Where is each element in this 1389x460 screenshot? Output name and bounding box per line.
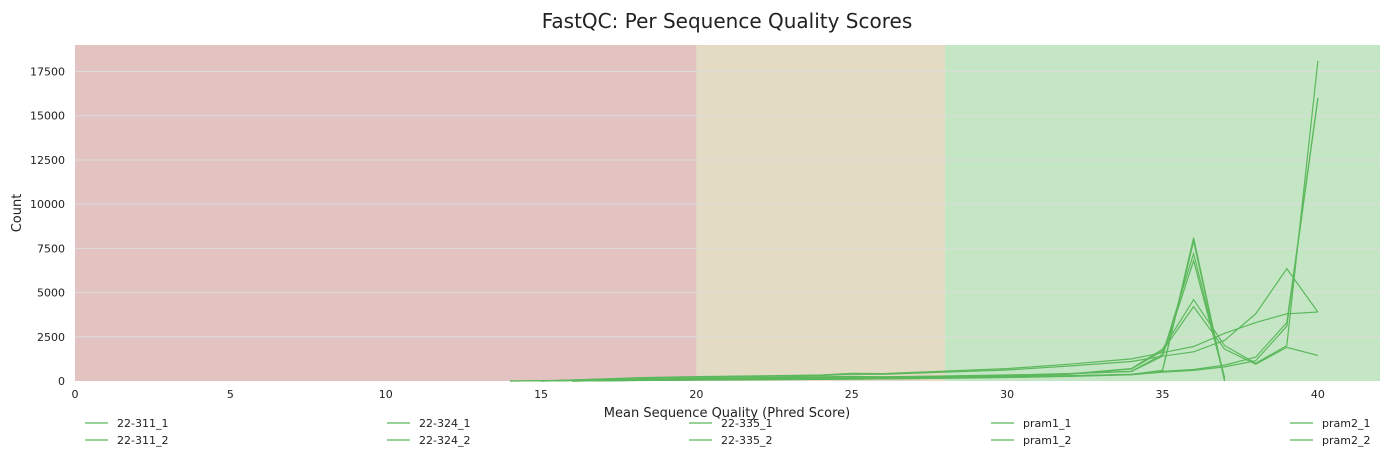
x-tick-label: 40 (1311, 388, 1325, 401)
zone-pass (945, 45, 1380, 381)
series-line-pram2_2 (572, 98, 1319, 382)
series-line-22-324_2 (541, 258, 1226, 382)
legend-entry: pram1_1 (1023, 417, 1071, 430)
x-tick-labels: 0 5 10 15 20 25 30 35 40 (72, 388, 1325, 401)
y-tick-label: 2500 (37, 331, 65, 344)
x-tick-label: 20 (689, 388, 703, 401)
gridlines (75, 71, 1380, 338)
legend-entry: pram2_2 (1322, 434, 1370, 447)
x-tick-label: 0 (72, 388, 79, 401)
series-lines (509, 60, 1319, 382)
x-tick-label: 15 (534, 388, 548, 401)
legend-entry: 22-335_2 (721, 434, 772, 447)
y-tick-label: 7500 (37, 242, 65, 255)
x-axis-label: Mean Sequence Quality (Phred Score) (604, 406, 850, 421)
quality-zones (75, 45, 1380, 381)
y-tick-label: 12500 (30, 154, 65, 167)
zone-warn (696, 45, 945, 381)
x-tick-label: 35 (1156, 388, 1170, 401)
legend-entry: 22-324_1 (419, 417, 470, 430)
y-axis-label: Count (10, 194, 25, 233)
y-tick-label: 17500 (30, 66, 65, 79)
series-line-22-335_2 (541, 267, 1319, 382)
y-tick-label: 5000 (37, 287, 65, 300)
x-tick-label: 30 (1000, 388, 1014, 401)
zone-fail (75, 45, 697, 381)
legend: 22-311_1 22-311_2 22-324_1 22-324_2 22-335_1… (85, 417, 1370, 447)
legend-entry: 22-311_1 (117, 417, 168, 430)
y-tick-labels: 0 2500 5000 7500 10000 12500 15000 17500 (30, 66, 65, 388)
x-tick-label: 25 (845, 388, 859, 401)
y-tick-label: 15000 (30, 110, 65, 123)
y-tick-label: 0 (58, 375, 65, 388)
legend-entry: 22-335_1 (721, 417, 772, 430)
legend-entry: 22-324_2 (419, 434, 470, 447)
y-tick-label: 10000 (30, 198, 65, 211)
chart-title: FastQC: Per Sequence Quality Scores (542, 9, 913, 33)
x-tick-label: 10 (379, 388, 393, 401)
x-tick-label: 5 (227, 388, 234, 401)
legend-entry: 22-311_2 (117, 434, 168, 447)
legend-entry: pram2_1 (1322, 417, 1370, 430)
legend-entry: pram1_2 (1023, 434, 1071, 447)
